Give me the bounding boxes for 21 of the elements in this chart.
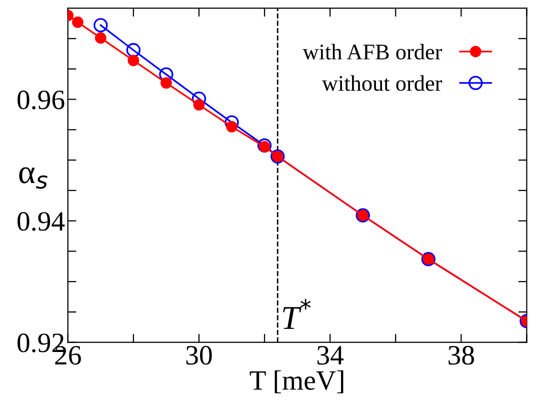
x-tick-label: 38	[448, 346, 474, 365]
point	[193, 99, 205, 110]
point	[159, 67, 174, 82]
legend-label: without order	[322, 75, 442, 91]
point	[258, 141, 270, 152]
legend-label: with AFB order	[302, 44, 442, 60]
x-axis-title: T [meV]	[250, 370, 344, 394]
point	[160, 77, 172, 89]
x-tick-label: 30	[186, 346, 212, 365]
ref-line-label: T$^{*}$	[283, 298, 311, 329]
point	[128, 54, 140, 66]
y-tick-label: 0.94	[18, 212, 65, 231]
point	[94, 18, 108, 32]
y-axis-title: α$_{s}$	[19, 167, 48, 189]
point	[126, 43, 141, 58]
point	[94, 32, 106, 44]
point	[72, 16, 84, 28]
y-tick-label: 0.96	[18, 90, 64, 110]
x-tick-label: 34	[318, 346, 344, 365]
point	[257, 138, 272, 153]
point	[226, 120, 238, 132]
